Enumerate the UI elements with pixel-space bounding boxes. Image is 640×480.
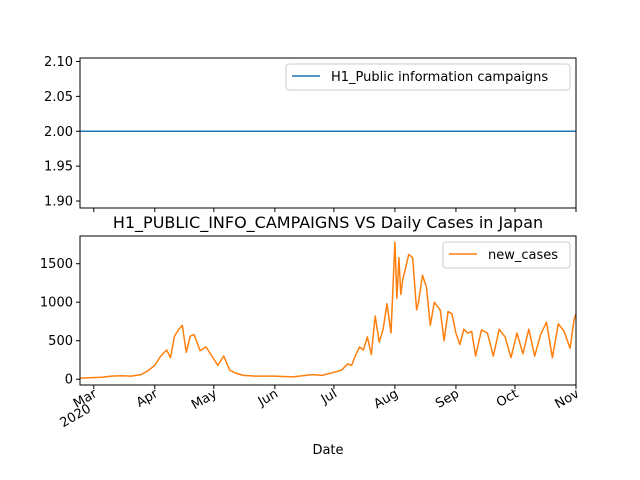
bottom-y-ticks: 0 500 1000 1500 — [40, 257, 80, 388]
top-y-tick-label: 2.10 — [44, 55, 73, 70]
bottom-legend-box — [442, 241, 571, 269]
top-legend-box — [285, 63, 571, 91]
top-x-ticks — [93, 208, 577, 212]
top-axes-frame — [79, 57, 577, 209]
top-y-ticks: 1.90 1.95 2.00 2.05 2.10 — [44, 55, 80, 210]
bottom-x-tick-label: Jul — [318, 386, 340, 407]
bottom-y-tick-label: 1000 — [40, 296, 73, 311]
bottom-y-tick-label: 1500 — [40, 257, 73, 272]
top-y-tick-label: 2.00 — [44, 125, 73, 140]
bottom-y-tick-label: 0 — [65, 373, 73, 388]
bottom-series-layer — [79, 241, 577, 379]
top-y-tick-label: 2.05 — [44, 90, 73, 105]
x-axis-title: Date — [312, 443, 343, 458]
top-legend: H1_Public information campaigns — [285, 63, 571, 91]
bottom-axes-frame — [79, 235, 577, 386]
top-legend-label: H1_Public information campaigns — [331, 70, 548, 85]
bottom-legend-label: new_cases — [488, 248, 558, 263]
top-y-tick-label: 1.90 — [44, 195, 73, 210]
top-y-tick-label: 1.95 — [44, 160, 73, 175]
bottom-subplot: H1_PUBLIC_INFO_CAMPAIGNS VS Daily Cases … — [40, 213, 582, 458]
bottom-series-line — [79, 241, 577, 379]
bottom-legend: new_cases — [442, 241, 571, 269]
top-subplot: 1.90 1.95 2.00 2.05 2.10 H1_Public informati… — [44, 55, 577, 212]
bottom-y-tick-label: 500 — [48, 334, 73, 349]
chart-title: H1_PUBLIC_INFO_CAMPAIGNS VS Daily Cases … — [113, 213, 543, 233]
